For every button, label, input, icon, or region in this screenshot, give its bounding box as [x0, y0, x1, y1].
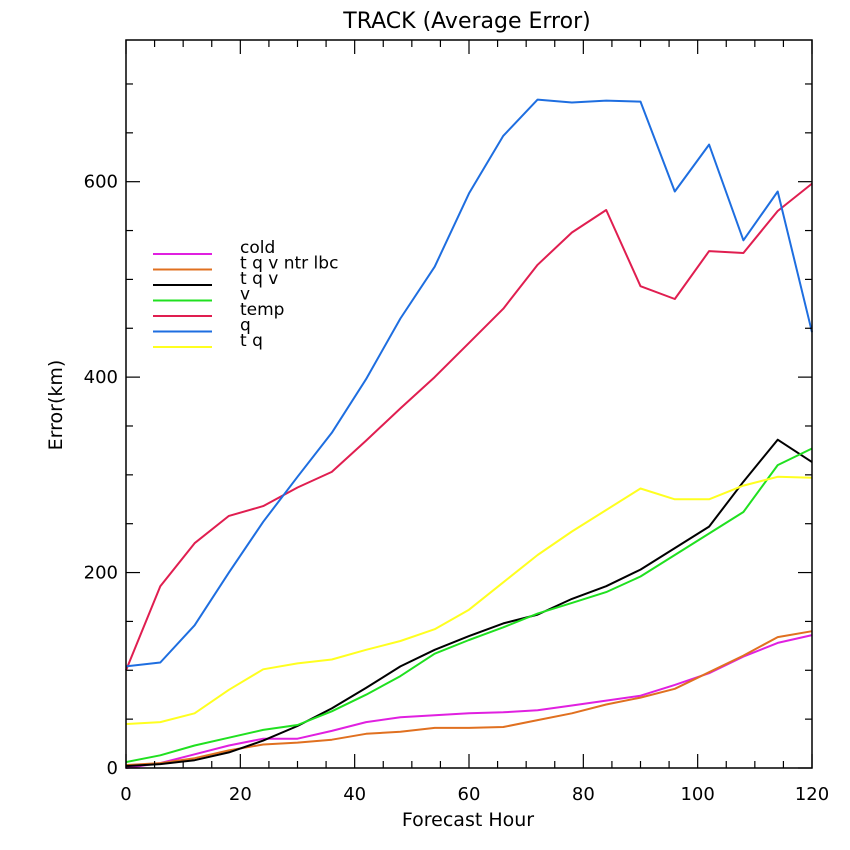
legend-label-0: cold — [240, 238, 275, 258]
plot-frame — [125, 39, 813, 769]
x-tick-label: 80 — [572, 784, 595, 805]
x-tick-label: 0 — [120, 784, 131, 805]
x-tick-label: 120 — [795, 784, 829, 805]
y-tick-label: 0 — [107, 758, 118, 779]
legend-label-4: temp — [240, 300, 284, 320]
series-line-2 — [125, 438, 813, 767]
series-lines — [125, 98, 813, 769]
chart-title: TRACK (Average Error) — [342, 9, 590, 34]
legend-label-3: v — [240, 285, 250, 305]
x-axis-label: Forecast Hour — [402, 809, 534, 831]
y-tick-label: 400 — [84, 367, 118, 388]
y-axis-label: Error(km) — [45, 360, 67, 451]
axis-ticks — [125, 40, 813, 769]
legend-label-2: t q v — [240, 269, 278, 289]
legend-label-1: t q v ntr lbc — [240, 254, 338, 274]
legend-label-6: t q — [240, 331, 263, 351]
y-tick-label: 200 — [84, 563, 118, 584]
x-tick-label: 100 — [680, 784, 714, 805]
series-line-3 — [125, 447, 813, 764]
series-line-5 — [125, 98, 813, 668]
y-tick-label: 600 — [84, 172, 118, 193]
x-tick-label: 20 — [229, 784, 252, 805]
x-tick-label: 40 — [343, 784, 366, 805]
legend-label-5: q — [240, 316, 251, 336]
tick-labels: 0 20 40 60 80 100 120 0 200 400 600 — [84, 172, 830, 805]
series-line-4 — [125, 182, 813, 671]
series-line-6 — [125, 475, 813, 725]
x-tick-label: 60 — [458, 784, 481, 805]
